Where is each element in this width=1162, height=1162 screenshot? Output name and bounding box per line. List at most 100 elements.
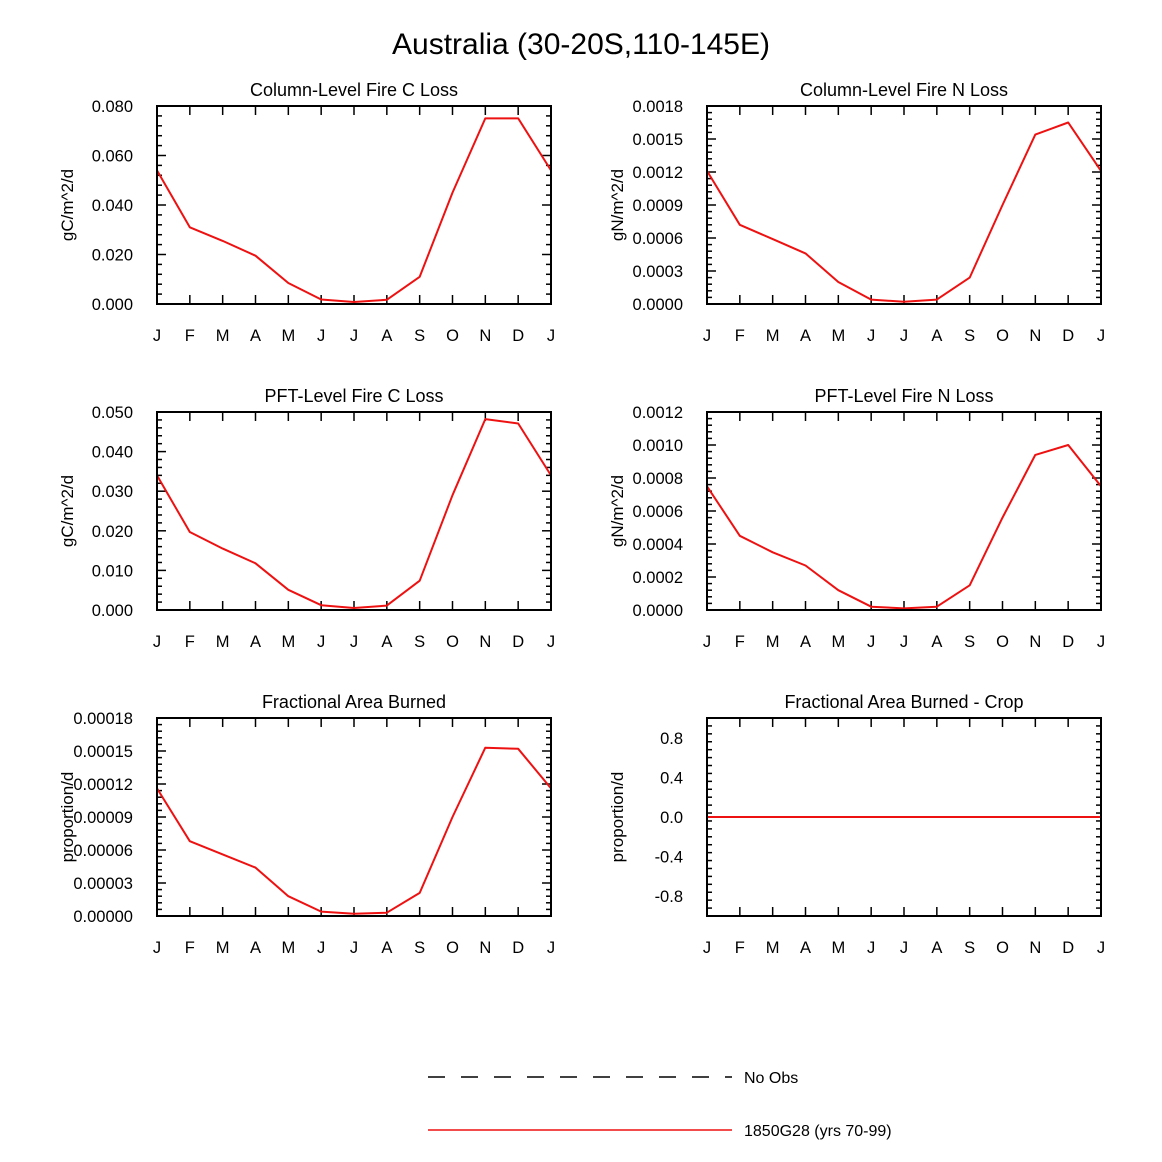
y-tick-label: 0.010 — [92, 562, 133, 580]
x-tick-label: S — [964, 327, 975, 345]
y-tick-label: 0.0006 — [633, 230, 683, 248]
x-tick-label: J — [703, 939, 711, 957]
x-tick-label: A — [381, 633, 392, 651]
legend-label-model: 1850G28 (yrs 70-99) — [744, 1123, 892, 1140]
model-series-line — [706, 444, 1102, 610]
x-tick-label: J — [1097, 939, 1105, 957]
x-tick-label: S — [414, 327, 425, 345]
x-tick-label: D — [512, 633, 524, 651]
y-tick-label: 0.0000 — [633, 602, 683, 620]
y-axis-label: proportion/d — [608, 772, 627, 863]
y-tick-label: 0.8 — [660, 730, 683, 748]
x-tick-label: M — [766, 939, 780, 957]
x-tick-label: F — [185, 939, 195, 957]
x-tick-label: F — [735, 633, 745, 651]
x-tick-label: S — [964, 939, 975, 957]
x-tick-label: M — [831, 939, 845, 957]
x-tick-label: S — [414, 633, 425, 651]
x-tick-label: J — [153, 939, 161, 957]
x-tick-label: J — [317, 939, 325, 957]
x-tick-label: M — [281, 327, 295, 345]
y-tick-label: 0.030 — [92, 483, 133, 501]
chart-title: PFT-Level Fire N Loss — [814, 386, 993, 406]
x-tick-label: A — [381, 327, 392, 345]
y-tick-label: 0.0018 — [633, 98, 683, 116]
x-tick-label: J — [153, 327, 161, 345]
x-tick-label: O — [446, 633, 459, 651]
x-tick-label: O — [996, 633, 1009, 651]
legend: No Obs 1850G28 (yrs 70-99) — [428, 1070, 892, 1140]
x-tick-label: M — [216, 633, 230, 651]
y-axis-label: gN/m^2/d — [608, 169, 627, 241]
chart-title: Fractional Area Burned — [262, 692, 446, 712]
plot-frame — [706, 411, 1102, 611]
y-tick-label: 0.00012 — [73, 776, 133, 794]
x-tick-label: A — [931, 633, 942, 651]
x-tick-label: J — [350, 939, 358, 957]
x-tick-label: M — [766, 327, 780, 345]
plot-frame — [156, 717, 552, 917]
y-tick-label: 0.0000 — [633, 296, 683, 314]
model-series-line — [156, 418, 552, 609]
x-tick-label: N — [1029, 327, 1041, 345]
chart-title: Fractional Area Burned - Crop — [784, 692, 1023, 712]
chart-title: Column-Level Fire N Loss — [800, 80, 1008, 100]
x-tick-label: N — [479, 327, 491, 345]
x-tick-label: A — [931, 327, 942, 345]
y-tick-label: 0.060 — [92, 148, 133, 166]
x-tick-label: M — [831, 633, 845, 651]
y-tick-label: 0.4 — [660, 769, 683, 787]
y-tick-label: 0.000 — [92, 296, 133, 314]
panels: Column-Level Fire C Loss gC/m^2/d 0.000 0.0… — [58, 80, 1105, 957]
y-tick-label: 0.0004 — [633, 536, 683, 554]
plot-frame — [706, 717, 1102, 917]
x-tick-label: A — [800, 327, 811, 345]
plot-frame — [156, 411, 552, 611]
x-tick-label: J — [1097, 633, 1105, 651]
y-tick-label: 0.0008 — [633, 470, 683, 488]
x-tick-label: M — [831, 327, 845, 345]
x-tick-label: D — [1062, 327, 1074, 345]
x-tick-label: M — [281, 939, 295, 957]
x-tick-label: A — [250, 939, 261, 957]
x-tick-label: F — [185, 327, 195, 345]
x-tick-label: J — [547, 327, 555, 345]
legend-label-no-obs: No Obs — [744, 1070, 798, 1087]
x-tick-label: J — [1097, 327, 1105, 345]
y-tick-label: 0.0009 — [633, 197, 683, 215]
y-tick-label: 0.0006 — [633, 503, 683, 521]
x-tick-label: A — [800, 633, 811, 651]
x-tick-label: J — [547, 633, 555, 651]
x-tick-label: F — [185, 633, 195, 651]
x-tick-label: J — [867, 327, 875, 345]
y-tick-label: -0.4 — [655, 849, 683, 867]
plot-frame — [156, 105, 552, 305]
x-tick-label: J — [153, 633, 161, 651]
x-tick-label: D — [512, 327, 524, 345]
x-tick-label: J — [703, 633, 711, 651]
x-tick-label: J — [900, 939, 908, 957]
x-tick-label: S — [964, 633, 975, 651]
x-tick-label: N — [479, 939, 491, 957]
y-tick-label: 0.00015 — [73, 743, 133, 761]
x-tick-label: A — [931, 939, 942, 957]
y-tick-label: 0.00009 — [73, 809, 133, 827]
x-tick-label: F — [735, 327, 745, 345]
y-axis-label: gN/m^2/d — [608, 475, 627, 547]
y-tick-label: 0.0015 — [633, 131, 683, 149]
chart-panel-6: Fractional Area Burned - Crop proportion/… — [608, 692, 1105, 957]
x-tick-label: A — [250, 327, 261, 345]
figure-title: Australia (30-20S,110-145E) — [392, 28, 770, 61]
y-tick-label: -0.8 — [655, 888, 683, 906]
x-tick-label: A — [250, 633, 261, 651]
chart-panel-2: Column-Level Fire N Loss gN/m^2/d 0.0000 0.… — [608, 80, 1105, 345]
y-axis-label: gC/m^2/d — [58, 475, 77, 547]
plot-frame — [706, 105, 1102, 305]
x-tick-label: O — [996, 939, 1009, 957]
y-tick-label: 0.080 — [92, 98, 133, 116]
x-tick-label: M — [281, 633, 295, 651]
x-tick-label: J — [867, 939, 875, 957]
y-axis-label: proportion/d — [58, 772, 77, 863]
chart-title: PFT-Level Fire C Loss — [264, 386, 443, 406]
